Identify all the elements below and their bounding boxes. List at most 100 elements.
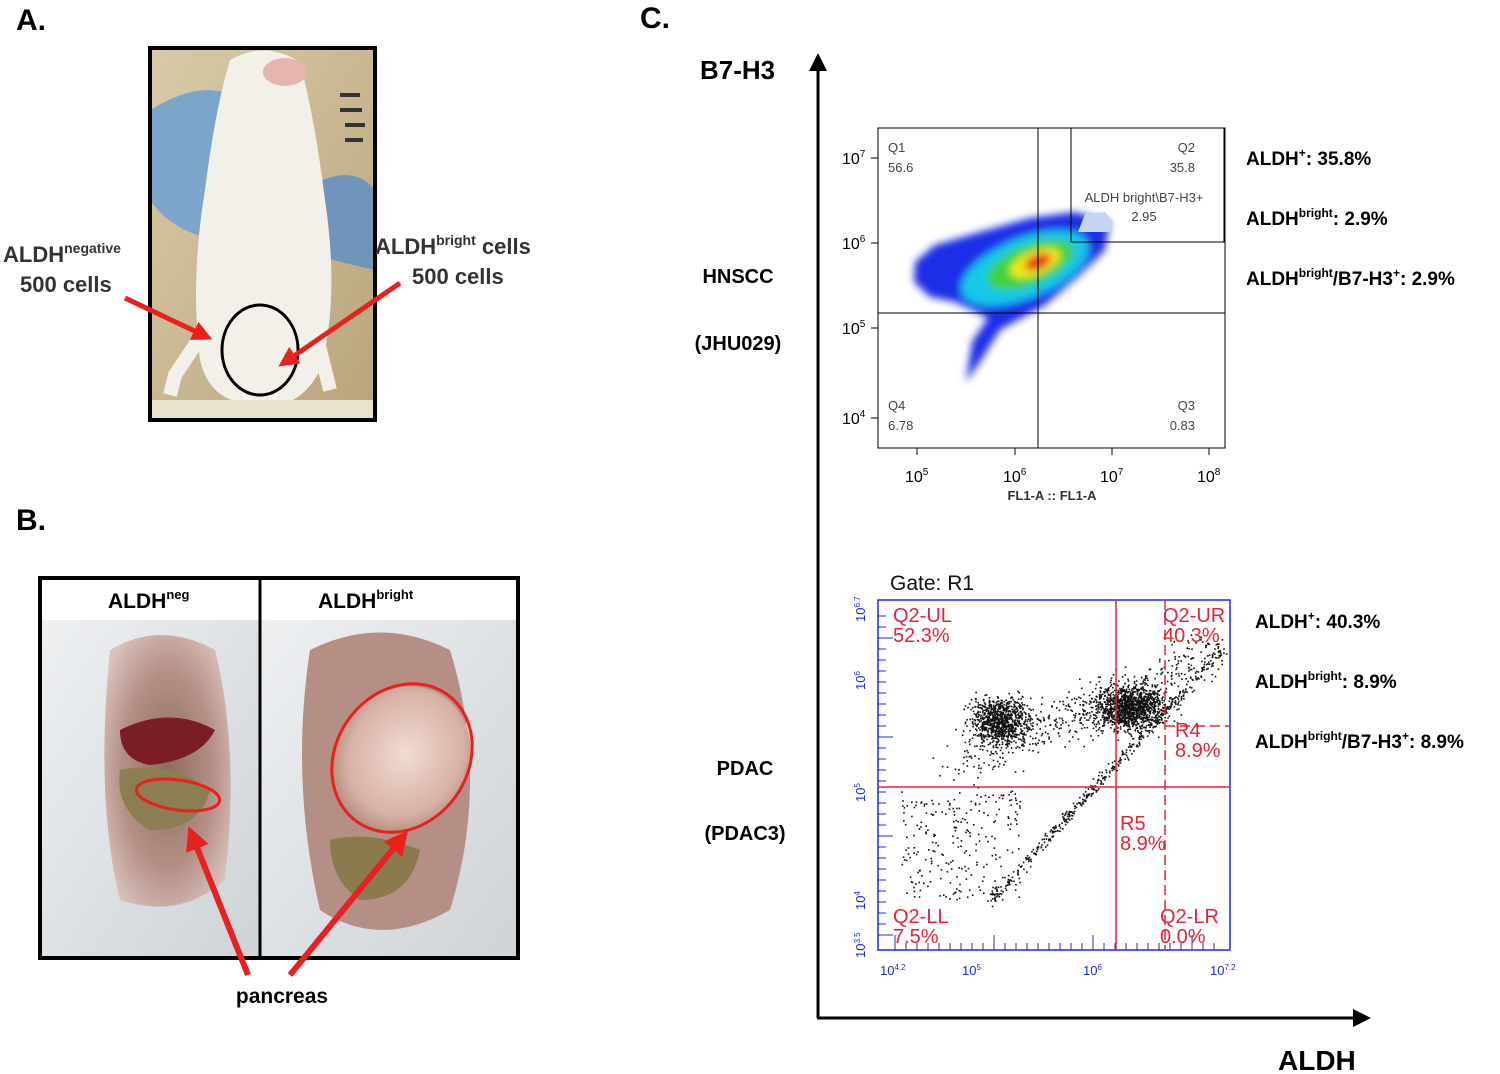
dot: [1119, 757, 1122, 759]
dot: [1098, 727, 1101, 729]
dot: [1004, 707, 1006, 710]
dot: [1138, 744, 1141, 746]
dot: [1002, 713, 1005, 716]
dot: [1109, 700, 1112, 703]
dot: [1049, 724, 1051, 727]
dot: [1055, 825, 1057, 827]
dot: [1123, 694, 1125, 696]
dot: [1023, 733, 1025, 736]
dot: [1153, 708, 1156, 711]
dot: [1152, 697, 1154, 700]
dot: [1021, 865, 1023, 867]
dot: [1186, 683, 1188, 686]
dot: [906, 892, 908, 894]
dot: [1079, 803, 1082, 806]
dot: [954, 892, 956, 894]
dot: [997, 697, 1000, 699]
dot: [1012, 727, 1014, 729]
dot: [984, 735, 987, 738]
dot: [1197, 677, 1199, 679]
dot: [1192, 679, 1194, 681]
dot: [1129, 691, 1131, 693]
dot: [983, 714, 985, 716]
dot: [1090, 706, 1093, 709]
label-part: 5: [853, 783, 862, 788]
dot: [1147, 708, 1149, 711]
dot: [1173, 651, 1176, 654]
dot: [1042, 716, 1045, 719]
dot: [1076, 803, 1078, 805]
dot: [1020, 715, 1022, 718]
dot: [1207, 667, 1209, 670]
dot: [990, 712, 993, 714]
dot: [1012, 732, 1014, 735]
dot: [946, 766, 949, 768]
dot: [964, 741, 967, 744]
dot: [1200, 675, 1202, 677]
dot: [1126, 717, 1128, 719]
dot: [1019, 707, 1021, 710]
dot: [1203, 663, 1206, 666]
dot: [1118, 704, 1121, 707]
dot: [983, 709, 985, 711]
dot: [927, 885, 929, 888]
dot: [1130, 720, 1133, 722]
dot: [1155, 705, 1157, 708]
dot: [1221, 660, 1223, 662]
dot: [1107, 689, 1110, 692]
dot: [996, 726, 998, 728]
dot: [967, 896, 969, 899]
dot: [1153, 703, 1155, 706]
dot: [977, 776, 979, 779]
dot: [1210, 665, 1213, 668]
dot: [1118, 705, 1120, 708]
dot: [996, 894, 999, 897]
dot: [1132, 724, 1134, 727]
dot: [1113, 702, 1115, 705]
dot: [979, 718, 982, 720]
label-part: /B7-H3: [1342, 732, 1402, 753]
dot: [1128, 715, 1130, 718]
dot: [1134, 720, 1137, 722]
dot: [1018, 834, 1020, 837]
dot: [993, 708, 996, 710]
dot: [1074, 715, 1077, 717]
dot: [1137, 698, 1139, 700]
quadrant-name: Q4: [888, 398, 905, 413]
dot: [1176, 666, 1178, 669]
dot: [1023, 868, 1025, 871]
dot: [1187, 655, 1190, 658]
dot: [982, 699, 985, 702]
dot: [976, 725, 978, 728]
dot: [1013, 705, 1016, 707]
dot: [1043, 742, 1045, 745]
dot: [1157, 719, 1160, 721]
dot: [1043, 741, 1046, 743]
dot: [1000, 889, 1003, 892]
dot: [983, 717, 986, 719]
dot: [997, 717, 999, 719]
dot: [1140, 721, 1143, 723]
dot: [1000, 865, 1002, 868]
dot: [1128, 726, 1131, 728]
dot: [967, 706, 969, 709]
dot: [1126, 700, 1128, 703]
dot: [1039, 728, 1041, 730]
dot: [1152, 693, 1154, 695]
dot: [1071, 698, 1073, 701]
dot: [1008, 725, 1010, 728]
dot: [977, 702, 979, 704]
dot: [1100, 693, 1102, 696]
dot: [1007, 731, 1010, 734]
dot: [1112, 694, 1115, 696]
dot: [965, 755, 968, 758]
dot: [1139, 701, 1141, 704]
dot: [1054, 720, 1057, 722]
dot: [991, 835, 993, 838]
dot: [980, 827, 983, 829]
dot: [1113, 689, 1116, 692]
dot: [964, 722, 967, 725]
dot: [1151, 719, 1154, 721]
dot: [979, 771, 982, 774]
dot: [1018, 805, 1021, 807]
